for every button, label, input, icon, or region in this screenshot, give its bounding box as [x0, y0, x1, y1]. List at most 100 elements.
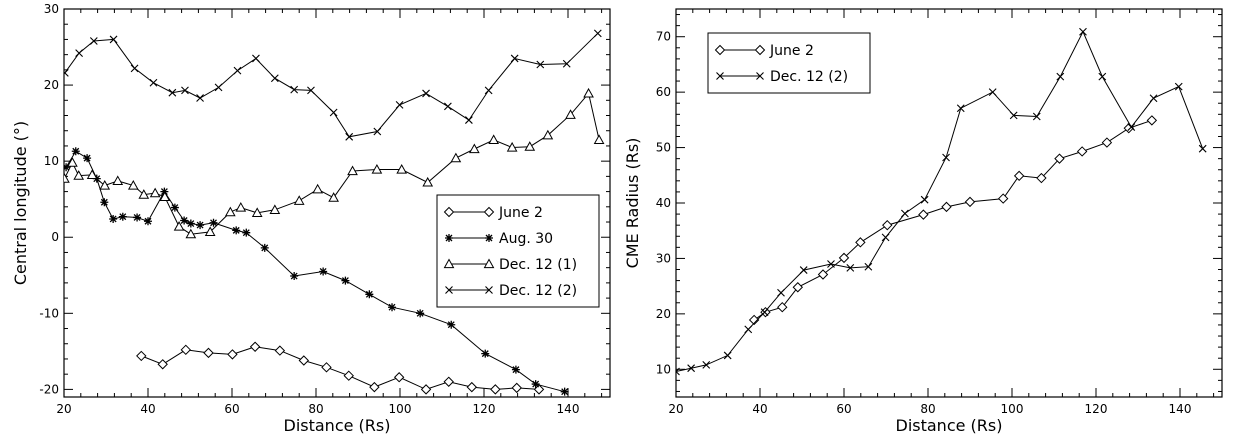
legend-marker: [483, 206, 495, 218]
data-point: [593, 134, 605, 144]
data-point: [133, 213, 142, 222]
data-point: [1076, 146, 1088, 157]
data-point: [1149, 94, 1158, 103]
data-point: [882, 219, 893, 231]
legend-marker: [754, 44, 766, 56]
data-point: [274, 345, 286, 356]
data-point: [1098, 72, 1107, 81]
tick-marks: [675, 9, 1222, 397]
legend-label: June 2: [769, 43, 814, 59]
data-point: [864, 262, 873, 271]
data-point: [846, 263, 855, 272]
legend-label: June 2: [498, 205, 543, 221]
series-line: [64, 32, 599, 138]
data-point: [531, 380, 540, 389]
x-tick-label: 80: [920, 402, 935, 416]
data-point: [319, 267, 328, 276]
data-point: [542, 129, 554, 140]
data-point: [341, 276, 350, 285]
data-point: [827, 260, 835, 268]
x-tick-label: 60: [836, 402, 851, 416]
data-point: [73, 170, 85, 180]
data-point: [942, 153, 950, 162]
right-chart-cme-radius: 20 40 60 80 100 120 140 10 20 30 40 50 60 70 Distance …: [623, 8, 1223, 435]
y-tick-label: 70: [656, 30, 671, 44]
x-tick-label: 100: [1001, 402, 1024, 416]
data-point: [138, 189, 150, 199]
y-tick-label: 20: [656, 307, 671, 321]
data-point: [447, 320, 456, 329]
series-june-2: [136, 341, 545, 395]
data-point: [235, 202, 247, 212]
y-tick-label: 30: [44, 2, 59, 16]
data-point: [396, 163, 408, 174]
data-point: [1174, 82, 1183, 91]
data-point: [1032, 112, 1041, 121]
data-point: [181, 86, 189, 95]
data-point: [1054, 153, 1065, 164]
data-point: [204, 226, 216, 237]
data-point: [109, 214, 118, 223]
data-point: [393, 372, 405, 383]
y-tick-label: -20: [39, 382, 59, 396]
data-point: [233, 66, 242, 75]
data-point: [941, 201, 952, 213]
data-point: [75, 49, 84, 58]
data-point: [723, 351, 732, 360]
y-axis-label: Central longitude (°): [11, 121, 30, 285]
data-point: [180, 344, 192, 356]
legend-label: Dec. 12 (1): [499, 257, 577, 273]
data-point: [149, 78, 158, 87]
plot-frame: [63, 8, 611, 398]
series-line: [753, 119, 1153, 321]
data-point: [252, 54, 260, 63]
data-point: [506, 141, 518, 152]
data-point: [676, 367, 680, 376]
left-chart-central-longitude: 20 40 60 80 100 120 140 -20 -10 0 10 20 30 Distance (…: [11, 2, 611, 435]
data-point: [64, 69, 69, 77]
y-axis-label: CME Radius (Rs): [623, 138, 642, 269]
data-point: [109, 35, 118, 44]
data-point: [242, 228, 251, 237]
data-point: [1146, 115, 1158, 126]
data-point: [112, 175, 124, 186]
data-point: [511, 382, 522, 394]
data-point: [956, 104, 965, 113]
data-point: [420, 384, 432, 395]
y-tick-label: 30: [656, 251, 671, 265]
data-point: [1079, 27, 1087, 36]
data-point: [130, 64, 139, 73]
data-point: [524, 141, 536, 151]
legend-marker: [716, 72, 724, 80]
y-tick-label: 20: [44, 78, 59, 92]
x-tick-label: 60: [224, 402, 239, 416]
data-point: [186, 219, 195, 228]
data-point: [422, 89, 430, 98]
data-point: [290, 85, 299, 94]
data-point: [345, 132, 354, 141]
data-point: [185, 228, 197, 239]
data-point: [173, 221, 185, 231]
data-point: [321, 362, 332, 373]
data-point: [920, 195, 929, 204]
legend-label: Dec. 12 (2): [499, 283, 577, 299]
data-point: [777, 288, 785, 297]
legend-label: Dec. 12 (2): [770, 69, 848, 85]
x-tick-label: 80: [308, 402, 323, 416]
y-tick-label: 50: [656, 141, 671, 155]
legend-box: [707, 32, 871, 94]
data-point: [89, 37, 98, 45]
data-point: [290, 272, 299, 281]
y-tick-label: 10: [44, 154, 59, 168]
data-point: [593, 29, 602, 38]
data-point: [760, 308, 769, 317]
data-point: [347, 165, 358, 176]
legend: June 2 Dec. 12 (2): [707, 32, 871, 94]
data-point: [511, 365, 520, 374]
data-point: [83, 154, 92, 163]
data-point: [227, 349, 238, 360]
data-point: [343, 370, 354, 381]
y-tick-label: -10: [39, 306, 59, 320]
legend-marker: [443, 206, 455, 218]
data-point: [583, 87, 594, 98]
